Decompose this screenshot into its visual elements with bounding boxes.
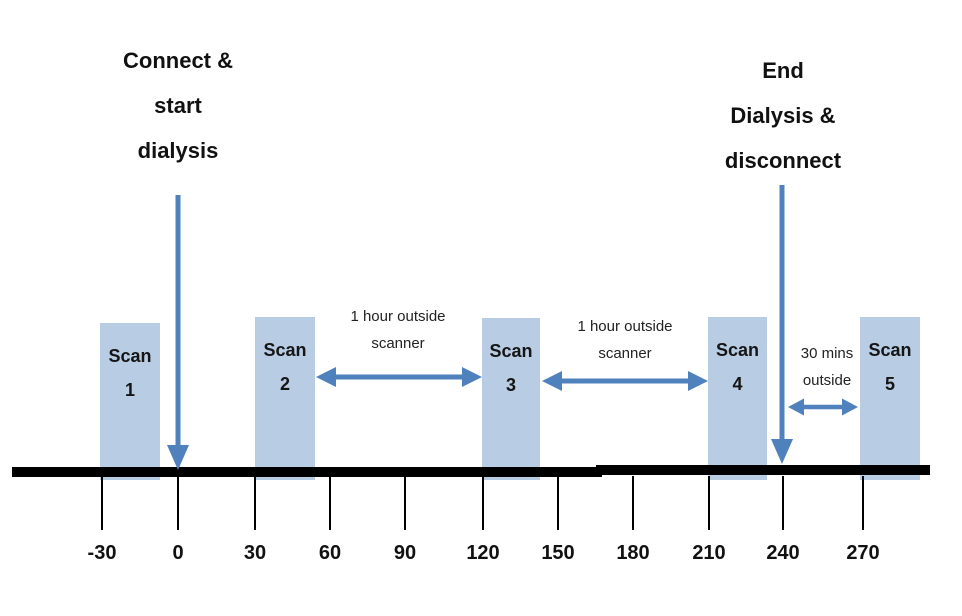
scan-box-label: Scan [108, 346, 152, 366]
tick-label: 240 [766, 542, 800, 564]
gap-label-line: outside [802, 372, 852, 389]
tick-label: 30 [243, 542, 267, 564]
scan-box-3: Scan 3 [482, 318, 540, 480]
gap-double-arrow-icon [316, 367, 482, 387]
gap-label-line: scanner [371, 335, 425, 352]
annotation-line: disconnect [724, 148, 842, 173]
gap-double-arrow-icon [542, 371, 708, 391]
gap-label-line: 30 mins [800, 345, 854, 362]
tick-label: 0 [172, 542, 184, 564]
scan-box-number: 5 [884, 374, 895, 394]
scan-box-4: Scan 4 [708, 317, 767, 480]
scan-box-label: Scan [263, 340, 307, 360]
tick-label: 210 [692, 542, 726, 564]
annotation-line: dialysis [137, 138, 219, 163]
scan-box-label: Scan [489, 341, 533, 361]
tick-label: 60 [318, 542, 342, 564]
connect-down-arrow-icon [167, 195, 189, 470]
timeline-bar [12, 467, 602, 477]
tick-marks [101, 476, 864, 530]
annotation-line: Dialysis & [730, 103, 836, 128]
timeline-bar [596, 465, 930, 475]
scan-box-1: Scan 1 [100, 323, 160, 480]
tick-label: 180 [616, 542, 650, 564]
gap-label-scan3-scan4: 1 hour outside scanner [550, 313, 700, 367]
gap-label-line: 1 hour outside [577, 318, 673, 335]
tick-label: 270 [846, 542, 880, 564]
scan-box-number: 1 [124, 380, 135, 400]
scan-box-number: 4 [732, 374, 743, 394]
connect-start-dialysis-annotation: Connect & start dialysis [103, 38, 253, 173]
end-dialysis-disconnect-annotation: End Dialysis & disconnect [708, 48, 858, 183]
gap-label-line: 1 hour outside [350, 308, 446, 325]
annotation-line: End [762, 58, 804, 83]
scan-box-number: 3 [505, 375, 516, 395]
end-down-arrow-icon [771, 185, 793, 464]
scan-box-number: 2 [279, 374, 290, 394]
annotation-line: start [154, 93, 202, 118]
tick-label: 120 [466, 542, 500, 564]
tick-label: 150 [541, 542, 575, 564]
scan-box-label: Scan [715, 340, 760, 360]
gap-label-line: scanner [598, 345, 652, 362]
annotation-line: Connect & [123, 48, 233, 73]
gap-label-scan2-scan3: 1 hour outside scanner [323, 303, 473, 357]
scan-box-5: Scan 5 [860, 317, 920, 480]
gap-double-arrow-icon [788, 398, 858, 416]
gap-label-scan4-scan5: 30 mins outside [777, 340, 877, 394]
tick-label: 90 [393, 542, 417, 564]
scan-box-2: Scan 2 [255, 317, 315, 480]
tick-label: -30 [87, 542, 117, 564]
scan-box-label: Scan [868, 340, 912, 360]
